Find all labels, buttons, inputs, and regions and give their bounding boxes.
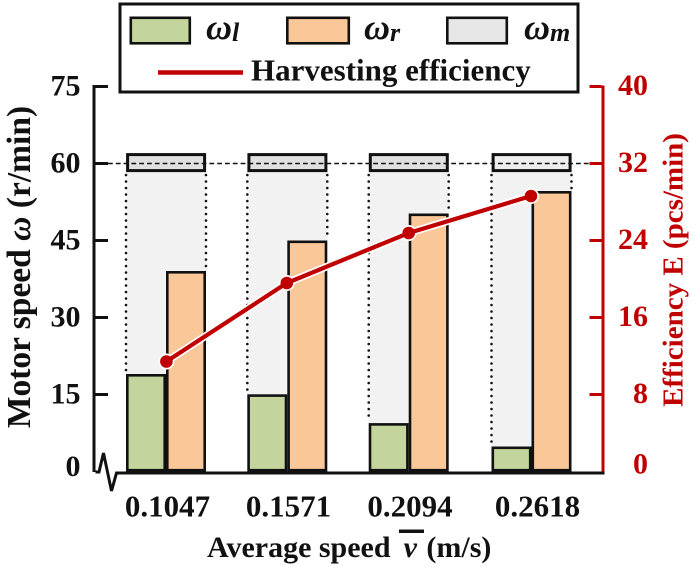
svg-text:30: 30: [51, 301, 81, 334]
svg-text:0: 0: [66, 450, 81, 483]
svg-text:0.1571: 0.1571: [246, 489, 331, 524]
svg-text:45: 45: [51, 224, 81, 257]
svg-text:0: 0: [633, 448, 648, 481]
svg-text:Harvesting efficiency: Harvesting efficiency: [251, 53, 531, 88]
svg-text:16: 16: [618, 300, 648, 333]
svg-text:75: 75: [51, 70, 81, 103]
svg-text:0.2094: 0.2094: [367, 489, 452, 524]
svg-text:32: 32: [618, 146, 648, 179]
svg-text:60: 60: [51, 147, 81, 180]
svg-text:24: 24: [618, 223, 648, 256]
svg-text:40: 40: [618, 69, 648, 102]
svg-text:Efficiency E (pcs/min): Efficiency E (pcs/min): [658, 133, 690, 407]
svg-text:8: 8: [633, 377, 648, 410]
svg-text:15: 15: [51, 378, 81, 411]
svg-text:0.1047: 0.1047: [125, 489, 210, 524]
svg-text:0.2618: 0.2618: [495, 489, 580, 524]
svg-text:Motor speed ω (r/min): Motor speed ω (r/min): [1, 106, 38, 428]
